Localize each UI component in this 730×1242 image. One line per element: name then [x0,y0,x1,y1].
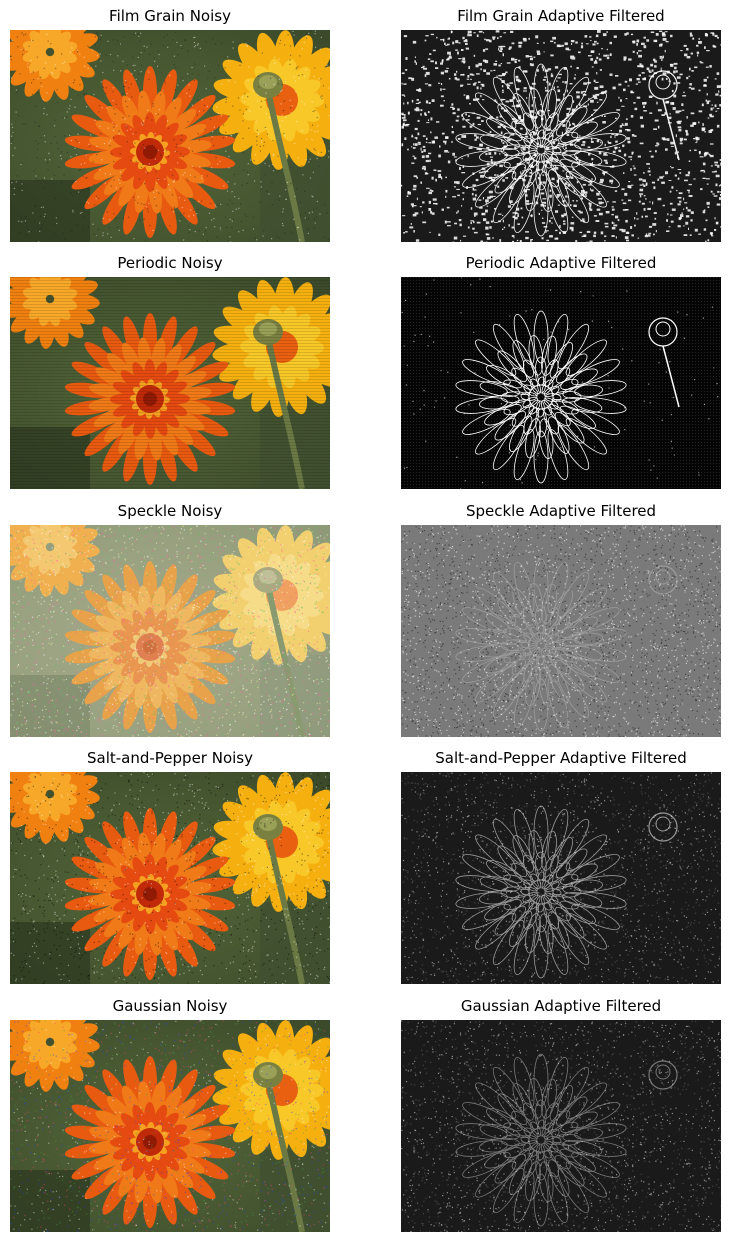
panel-title: Speckle Noisy [117,502,223,520]
edge-map-image [401,525,721,737]
panel-title: Salt-and-Pepper Noisy [86,749,253,767]
panel-title: Speckle Adaptive Filtered [465,502,657,520]
panel-title: Gaussian Noisy [112,997,228,1015]
panel-title: Periodic Noisy [117,254,223,272]
panel-title: Film Grain Noisy [109,7,231,25]
flower-photo-image [10,772,330,984]
flower-photo-image [10,1020,330,1232]
panel-title: Salt-and-Pepper Adaptive Filtered [435,749,687,767]
flower-photo-image [10,525,330,737]
flower-photo-image [10,30,330,242]
edge-map-image [401,30,721,242]
edge-map-image [401,1020,721,1232]
edge-map-image [401,772,721,984]
panel-title: Periodic Adaptive Filtered [465,254,657,272]
flower-photo-image [10,277,330,489]
panel-title: Film Grain Adaptive Filtered [457,7,665,25]
panel-title: Gaussian Adaptive Filtered [460,997,662,1015]
edge-map-image [401,277,721,489]
